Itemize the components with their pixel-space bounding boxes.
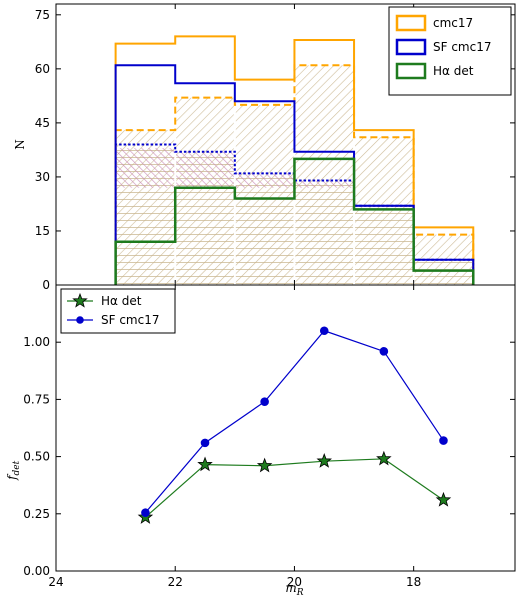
hatch-fill-bin <box>414 259 473 285</box>
data-point-star <box>435 491 452 507</box>
hatch-fill-bin <box>235 173 294 188</box>
legend-label: cmc17 <box>433 16 473 30</box>
histogram-series-2 <box>114 157 475 285</box>
y-tick-label: 0.75 <box>23 392 50 406</box>
histogram-series <box>114 35 475 285</box>
hatch-fill-bin <box>235 173 294 285</box>
legend-label: Hα det <box>433 64 474 78</box>
bottom-ylabel-sub: det <box>12 460 22 475</box>
fraction-panel: 0.00 0.25 0.50 0.75 1.00 24 22 20 18 fdet mR Hα… <box>5 284 516 598</box>
data-point-circle <box>141 508 150 517</box>
y-tick-label: 30 <box>35 170 50 184</box>
legend-star-marker <box>72 292 88 308</box>
data-point-circle <box>260 397 269 406</box>
top-legend: cmc17 SF cmc17 Hα det <box>388 6 512 96</box>
y-tick-label: 0.50 <box>23 450 50 464</box>
series-line-1 <box>144 330 444 514</box>
data-point-circle <box>200 438 210 448</box>
hatch-fill-bin <box>355 205 413 285</box>
top-y-axis-label: N <box>13 139 27 150</box>
legend-circle-marker <box>76 316 84 324</box>
y-tick-label: 0 <box>42 278 50 292</box>
y-tick-label: 45 <box>35 116 50 130</box>
bottom-legend: Hα det SF cmc17 <box>60 288 176 334</box>
bottom-y-ticks: 0.00 0.25 0.50 0.75 1.00 <box>23 335 515 578</box>
y-tick-label: 0.25 <box>23 507 50 521</box>
y-tick-label: 1.00 <box>23 335 50 349</box>
y-tick-label: 0.00 <box>23 564 50 578</box>
y-tick-label: 60 <box>35 62 50 76</box>
x-tick-label: 22 <box>168 575 183 589</box>
data-point-star <box>316 453 332 468</box>
data-point-star <box>197 456 213 472</box>
legend-label: SF cmc17 <box>433 40 492 54</box>
legend-label: Hα det <box>101 294 142 308</box>
bottom-axes-frame <box>55 284 516 572</box>
bottom-y-axis-label: fdet <box>5 460 22 481</box>
x-tick-label: 24 <box>48 575 63 589</box>
bottom-ylabel-main: f <box>5 473 19 481</box>
x-axis-label: mR <box>285 581 303 598</box>
x-tick-label: 18 <box>406 575 421 589</box>
hatch-fill-bin <box>295 180 354 285</box>
xlabel-main: m <box>285 581 296 595</box>
data-point-circle <box>379 347 389 356</box>
hatch-fill-bin <box>116 148 175 188</box>
hatch-fill-bin <box>295 180 354 188</box>
legend-box <box>388 6 512 96</box>
top-y-ticks: 0 15 30 45 60 75 <box>35 8 515 292</box>
data-point-star <box>256 457 273 473</box>
hatch-fill-bin <box>176 151 234 188</box>
y-tick-label: 15 <box>35 224 50 238</box>
fraction-series <box>137 326 452 524</box>
data-point-circle <box>439 436 448 445</box>
data-point-circle <box>319 326 329 336</box>
y-tick-label: 75 <box>35 8 50 22</box>
legend-label: SF cmc17 <box>101 313 160 327</box>
x-tick-label: 20 <box>287 575 302 589</box>
data-point-star <box>376 450 392 466</box>
histogram-panel: 0 15 30 45 60 75 N cmc17 SF cmc17 Hα det <box>13 3 516 292</box>
hatched-fills <box>116 65 473 286</box>
legend-swatch <box>395 14 427 32</box>
legend-swatch <box>395 38 427 56</box>
bottom-x-ticks: 24 22 20 18 <box>48 285 421 589</box>
legend-swatch <box>395 62 427 80</box>
xlabel-sub: R <box>296 588 304 598</box>
series-line-0 <box>145 458 444 518</box>
